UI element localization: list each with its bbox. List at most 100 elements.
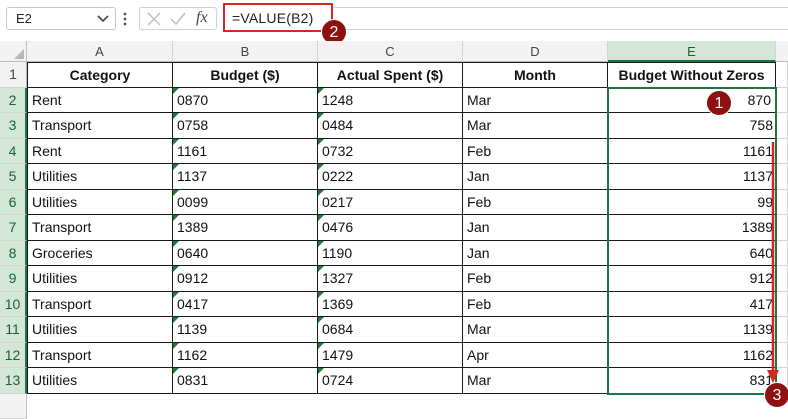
cell-c13[interactable]: 0724 — [318, 368, 463, 394]
cell-b7[interactable]: 1389 — [173, 215, 318, 241]
row-header-13[interactable]: 13 — [0, 368, 27, 394]
cell-d9[interactable]: Feb — [463, 266, 608, 292]
cell-a11[interactable]: Utilities — [27, 317, 173, 343]
cell-e2[interactable]: 870 — [608, 88, 776, 114]
column-header-b[interactable]: B — [173, 41, 318, 62]
insert-function-icon[interactable]: fx — [196, 9, 208, 27]
row-header-7[interactable]: 7 — [0, 215, 27, 241]
cell-a8[interactable]: Groceries — [27, 241, 173, 267]
cell-e7[interactable]: 1389 — [608, 215, 776, 241]
cell-d13[interactable]: Mar — [463, 368, 608, 394]
cell-a4[interactable]: Rent — [27, 139, 173, 165]
name-box[interactable]: E2 — [6, 7, 116, 30]
cell-d12[interactable]: Apr — [463, 343, 608, 369]
row-header-2[interactable]: 2 — [0, 88, 27, 114]
cell-a6[interactable]: Utilities — [27, 190, 173, 216]
cell-d11[interactable]: Mar — [463, 317, 608, 343]
cell-a12[interactable]: Transport — [27, 343, 173, 369]
cell-c4[interactable]: 0732 — [318, 139, 463, 165]
cell-b13[interactable]: 0831 — [173, 368, 318, 394]
row-header-1[interactable]: 1 — [0, 62, 27, 88]
cell-f2[interactable] — [776, 88, 788, 114]
formula-input-extension[interactable] — [333, 7, 788, 30]
cell-a3[interactable]: Transport — [27, 113, 173, 139]
cell-d10[interactable]: Feb — [463, 292, 608, 318]
enter-check-icon[interactable] — [170, 11, 186, 27]
cell-f3[interactable] — [776, 113, 788, 139]
cell-text: 0758 — [177, 117, 208, 133]
row-header-14[interactable] — [0, 394, 27, 419]
cell-b2[interactable]: 0870 — [173, 88, 318, 114]
row-header-4[interactable]: 4 — [0, 139, 27, 165]
cell-c2[interactable]: 1248 — [318, 88, 463, 114]
cell-a5[interactable]: Utilities — [27, 164, 173, 190]
cell-a2[interactable]: Rent — [27, 88, 173, 114]
row-header-8[interactable]: 8 — [0, 241, 27, 267]
row-header-9[interactable]: 9 — [0, 266, 27, 292]
row-header-11[interactable]: 11 — [0, 317, 27, 343]
cell-d8[interactable]: Jan — [463, 241, 608, 267]
cell-f1[interactable] — [776, 62, 788, 88]
column-header-f[interactable] — [776, 41, 788, 62]
cell-a10[interactable]: Transport — [27, 292, 173, 318]
cell-b11[interactable]: 1139 — [173, 317, 318, 343]
cell-e4[interactable]: 1161 — [608, 139, 776, 165]
cell-d7[interactable]: Jan — [463, 215, 608, 241]
header-cell-a[interactable]: Category — [27, 62, 173, 88]
cell-e13[interactable]: 831 — [608, 368, 776, 394]
column-header-e[interactable]: E — [608, 41, 776, 62]
cell-b4[interactable]: 1161 — [173, 139, 318, 165]
cell-a9[interactable]: Utilities — [27, 266, 173, 292]
cell-d3[interactable]: Mar — [463, 113, 608, 139]
header-cell-c[interactable]: Actual Spent ($) — [318, 62, 463, 88]
row-header-6[interactable]: 6 — [0, 190, 27, 216]
cell-e8[interactable]: 640 — [608, 241, 776, 267]
cell-b9[interactable]: 0912 — [173, 266, 318, 292]
cell-c10[interactable]: 1369 — [318, 292, 463, 318]
select-all-corner[interactable] — [0, 41, 27, 62]
cell-b12[interactable]: 1162 — [173, 343, 318, 369]
cell-c3[interactable]: 0484 — [318, 113, 463, 139]
cell-a13[interactable]: Utilities — [27, 368, 173, 394]
cell-b5[interactable]: 1137 — [173, 164, 318, 190]
column-header-c[interactable]: C — [318, 41, 463, 62]
cell-b10[interactable]: 0417 — [173, 292, 318, 318]
cell-e3[interactable]: 758 — [608, 113, 776, 139]
more-options-icon[interactable] — [122, 10, 128, 28]
cell-d5[interactable]: Jan — [463, 164, 608, 190]
row-header-5[interactable]: 5 — [0, 164, 27, 190]
cell-c6[interactable]: 0217 — [318, 190, 463, 216]
cell-e11[interactable]: 1139 — [608, 317, 776, 343]
row-header-12[interactable]: 12 — [0, 343, 27, 369]
column-header-a[interactable]: A — [27, 41, 173, 62]
cell-a7[interactable]: Transport — [27, 215, 173, 241]
header-cell-d[interactable]: Month — [463, 62, 608, 88]
cell-c12[interactable]: 1479 — [318, 343, 463, 369]
cell-d6[interactable]: Feb — [463, 190, 608, 216]
cell-e10[interactable]: 417 — [608, 292, 776, 318]
cell-c8[interactable]: 1190 — [318, 241, 463, 267]
cell-b3[interactable]: 0758 — [173, 113, 318, 139]
cell-d2[interactable]: Mar — [463, 88, 608, 114]
cancel-icon[interactable] — [146, 11, 162, 27]
row-header-10[interactable]: 10 — [0, 292, 27, 318]
cell-e12[interactable]: 1162 — [608, 343, 776, 369]
cell-e5[interactable]: 1137 — [608, 164, 776, 190]
column-header-d[interactable]: D — [463, 41, 608, 62]
error-indicator-icon — [173, 241, 179, 247]
header-cell-b[interactable]: Budget ($) — [173, 62, 318, 88]
cell-c7[interactable]: 0476 — [318, 215, 463, 241]
cell-e6[interactable]: 99 — [608, 190, 776, 216]
cell-b8[interactable]: 0640 — [173, 241, 318, 267]
cell-c11[interactable]: 0684 — [318, 317, 463, 343]
chevron-down-icon[interactable] — [95, 10, 111, 26]
cell-c5[interactable]: 0222 — [318, 164, 463, 190]
cell-b6[interactable]: 0099 — [173, 190, 318, 216]
cell-c9[interactable]: 1327 — [318, 266, 463, 292]
cell-d4[interactable]: Feb — [463, 139, 608, 165]
header-cell-e[interactable]: Budget Without Zeros — [608, 62, 776, 88]
row-header-3[interactable]: 3 — [0, 113, 27, 139]
cell-text: 1139 — [177, 321, 207, 337]
formula-input[interactable]: =VALUE(B2) — [223, 3, 333, 32]
cell-e9[interactable]: 912 — [608, 266, 776, 292]
